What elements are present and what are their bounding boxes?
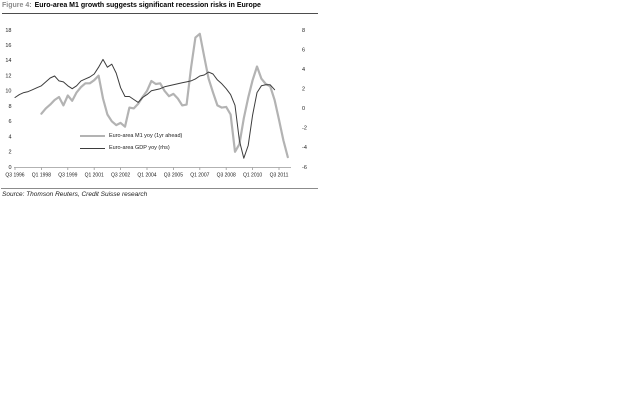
left-axis-tick-label: 12 xyxy=(5,73,11,79)
x-axis-tick-label: Q1 2007 xyxy=(190,173,209,179)
x-axis-tick-label: Q1 2004 xyxy=(137,173,156,179)
left-axis-tick-label: 6 xyxy=(8,119,11,125)
left-axis-tick-label: 0 xyxy=(8,165,11,171)
chart-axes: Q3 1996 Q1 1998 Q3 1999 Q1 2001 Q3 2002 Q1 20… xyxy=(5,28,307,179)
x-axis-tick-label: Q1 2001 xyxy=(85,173,104,179)
left-axis-tick-label: 4 xyxy=(8,134,11,140)
right-axis-tick-label: -4 xyxy=(302,145,307,151)
right-axis-tick-label: 6 xyxy=(302,47,305,53)
series-line-gdp xyxy=(14,58,276,159)
left-axis-tick-label: 8 xyxy=(8,104,11,110)
source-note: Source: Thomson Reuters, Credit Suisse r… xyxy=(2,191,148,198)
x-axis-tick-label: Q1 2010 xyxy=(243,173,262,179)
left-axis-tick-label: 2 xyxy=(8,150,11,156)
series-line-m1 xyxy=(40,32,289,159)
x-axis-tick-label: Q3 1996 xyxy=(5,173,24,179)
left-axis-tick-label: 18 xyxy=(5,28,11,34)
figure-header: Figure 4: Euro-area M1 growth suggests si… xyxy=(2,1,318,14)
x-axis-tick-label: Q1 1998 xyxy=(32,173,51,179)
left-axis-tick-label: 10 xyxy=(5,89,11,95)
line-chart: Q3 1996 Q1 1998 Q3 1999 Q1 2001 Q3 2002 Q1 20… xyxy=(5,28,307,179)
figure-label: Figure 4: xyxy=(2,2,32,9)
right-axis-tick-label: 8 xyxy=(302,28,305,34)
gdp-line-swatch xyxy=(80,147,105,149)
chart-legend: Euro-area M1 yoy (1yr ahead) Euro-area G… xyxy=(80,133,182,157)
x-axis-tick-label: Q3 1999 xyxy=(58,173,77,179)
right-axis-tick-label: -6 xyxy=(302,165,307,171)
x-axis-tick-label: Q3 2008 xyxy=(217,173,236,179)
x-axis-tick-label: Q3 2011 xyxy=(270,173,289,179)
figure-title: Euro-area M1 growth suggests significant… xyxy=(34,2,261,9)
chart-series-lines xyxy=(14,32,289,159)
legend-label-gdp: Euro-area GDP yoy (rhs) xyxy=(109,145,170,151)
legend-item-gdp: Euro-area GDP yoy (rhs) xyxy=(80,145,182,151)
right-axis-tick-label: 4 xyxy=(302,67,305,73)
legend-item-m1: Euro-area M1 yoy (1yr ahead) xyxy=(80,133,182,139)
left-axis-tick-label: 16 xyxy=(5,43,11,49)
right-axis-tick-label: -2 xyxy=(302,126,307,132)
right-axis-tick-label: 2 xyxy=(302,87,305,93)
left-axis-tick-label: 14 xyxy=(5,58,11,64)
right-axis-tick-label: 0 xyxy=(302,106,305,112)
source-divider xyxy=(1,188,318,189)
x-axis-tick-label: Q3 2005 xyxy=(164,173,183,179)
m1-line-swatch xyxy=(80,135,105,137)
x-axis-tick-label: Q3 2002 xyxy=(111,173,130,179)
legend-label-m1: Euro-area M1 yoy (1yr ahead) xyxy=(109,133,183,139)
